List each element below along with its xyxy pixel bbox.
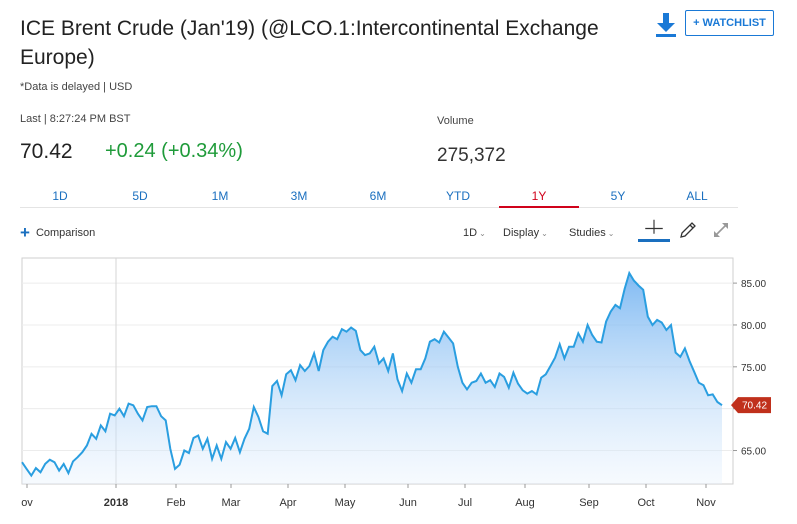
x-tick-label: 2018: [104, 497, 128, 509]
range-tab-5d[interactable]: 5D: [132, 189, 148, 203]
y-tick-label: 80.00: [741, 321, 766, 332]
chevron-down-icon: ⌄: [541, 229, 548, 238]
comparison-button[interactable]: + Comparison: [20, 223, 96, 242]
price-area: [22, 273, 722, 484]
download-icon[interactable]: [655, 12, 677, 38]
volume-label: Volume: [437, 115, 474, 127]
price-change: +0.24 (+0.34%): [105, 140, 243, 162]
studies-dropdown[interactable]: Studies ⌄: [569, 227, 614, 239]
plus-icon: +: [20, 223, 30, 242]
display-label: Display: [503, 227, 540, 239]
x-tick-label: Apr: [279, 497, 296, 509]
y-tick-label: 65.00: [741, 447, 766, 458]
chart-toolbar: + Comparison 1D ⌄ Display ⌄ Studies ⌄: [0, 218, 797, 252]
last-price-tag: 70.42: [731, 397, 771, 414]
delayed-note: *Data is delayed | USD: [20, 81, 133, 93]
x-tick-label: Nov: [696, 497, 716, 509]
x-tick-label: Jun: [399, 497, 417, 509]
interval-label: 1D: [463, 227, 478, 239]
range-tab-all[interactable]: ALL: [686, 189, 708, 203]
volume-value: 275,372: [437, 145, 506, 166]
crosshair-icon[interactable]: [638, 218, 670, 242]
display-dropdown[interactable]: Display ⌄: [503, 227, 548, 239]
x-axis: ov 2018 Feb Mar Apr May Jun Jul Aug Sep Oct Nov: [21, 484, 716, 509]
x-tick-label: Oct: [637, 497, 654, 509]
last-price: 70.42: [20, 140, 73, 163]
instrument-title: ICE Brent Crude (Jan'19) (@LCO.1:Interco…: [20, 17, 599, 69]
comparison-label: Comparison: [35, 227, 96, 239]
range-tab-1d[interactable]: 1D: [52, 189, 68, 203]
chevron-down-icon: ⌄: [479, 229, 486, 238]
y-tick-label: 75.00: [741, 363, 766, 374]
watchlist-button[interactable]: + WATCHLIST: [685, 10, 774, 36]
range-tab-ytd[interactable]: YTD: [446, 189, 470, 203]
range-tab-1y[interactable]: 1Y: [499, 186, 579, 208]
x-tick-label: ov: [21, 497, 33, 509]
range-tab-1m[interactable]: 1M: [211, 189, 229, 203]
pencil-icon[interactable]: [678, 220, 698, 240]
range-tab-6m[interactable]: 6M: [369, 189, 387, 203]
time-range-tabs: 1D 5D 1M 3M 6M YTD 1Y 5Y ALL: [20, 186, 738, 208]
x-tick-label: Sep: [579, 497, 599, 509]
x-tick-label: Aug: [515, 497, 535, 509]
y-tick-label: 85.00: [741, 279, 766, 290]
range-tab-5y[interactable]: 5Y: [610, 189, 626, 203]
expand-icon[interactable]: [711, 220, 731, 240]
x-tick-label: May: [335, 497, 356, 509]
x-tick-label: Mar: [222, 497, 241, 509]
range-tab-3m[interactable]: 3M: [290, 189, 308, 203]
interval-dropdown[interactable]: 1D ⌄: [463, 227, 486, 239]
last-price-tag-label: 70.42: [742, 401, 767, 412]
studies-label: Studies: [569, 227, 606, 239]
chevron-down-icon: ⌄: [607, 229, 615, 238]
last-trade-label: Last | 8:27:24 PM BST: [20, 113, 131, 125]
x-tick-label: Feb: [167, 497, 186, 509]
x-tick-label: Jul: [458, 497, 472, 509]
price-line: [21, 270, 723, 478]
